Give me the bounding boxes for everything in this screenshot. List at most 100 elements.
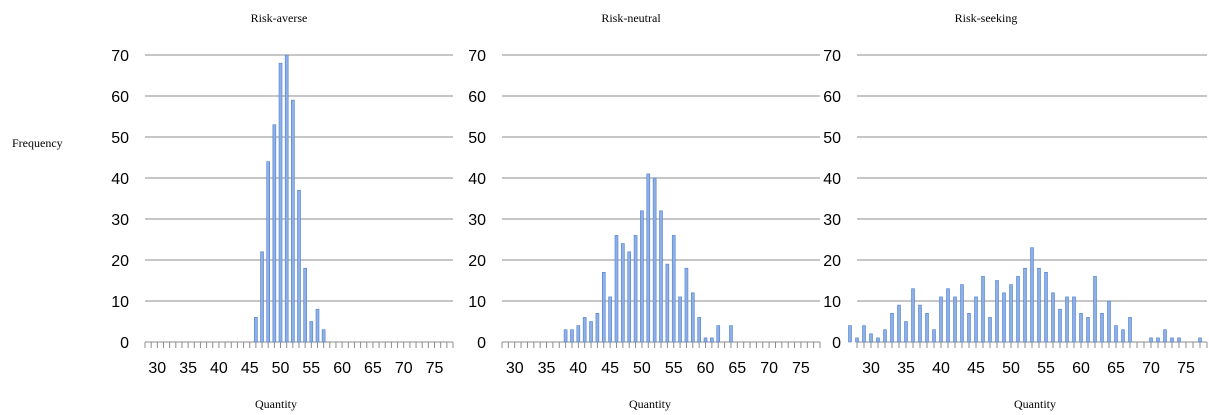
histogram-bar	[904, 321, 908, 343]
histogram-bar	[716, 325, 721, 343]
x-tick-label: 55	[1037, 360, 1055, 377]
y-tick-label: 50	[823, 130, 841, 147]
histogram-bar	[960, 284, 964, 343]
histogram-bar	[671, 235, 676, 343]
x-tick-label: 55	[665, 360, 683, 377]
x-tick-label: 70	[395, 360, 413, 377]
panel-title: Risk-neutral	[601, 11, 661, 25]
x-tick-label: 40	[210, 360, 228, 377]
x-tick-label: 60	[1072, 360, 1090, 377]
y-tick-label: 60	[823, 89, 841, 106]
y-tick-label: 70	[468, 48, 486, 65]
histogram-bar	[684, 267, 689, 343]
histogram-bar	[1051, 292, 1055, 343]
histogram-bar	[967, 312, 971, 343]
histogram-bar	[614, 235, 619, 343]
histogram-bar	[297, 190, 301, 343]
histogram-bar	[601, 271, 606, 343]
y-tick-label: 50	[468, 130, 486, 147]
histogram-bar	[1177, 337, 1181, 343]
histogram-bar	[1114, 325, 1118, 343]
y-tick-label: 60	[468, 89, 486, 106]
histogram-bar	[876, 337, 880, 343]
histogram-bar	[1044, 271, 1048, 343]
histogram-bar	[869, 333, 873, 343]
x-tick-label: 50	[1002, 360, 1020, 377]
x-tick-label: 65	[1107, 360, 1125, 377]
y-tick-label: 50	[111, 130, 129, 147]
y-tick-label: 20	[823, 253, 841, 270]
y-tick-label: 10	[823, 294, 841, 311]
histogram-bar	[729, 325, 733, 343]
x-tick-label: 30	[506, 360, 524, 377]
histogram-bar	[1065, 296, 1069, 343]
y-tick-label: 40	[823, 171, 841, 188]
x-tick-label: 45	[967, 360, 985, 377]
y-tick-label: 0	[832, 335, 841, 352]
x-tick-label: 60	[697, 360, 715, 377]
histogram-bar	[925, 312, 929, 343]
panel-title: Risk-seeking	[955, 11, 1018, 25]
histogram-bar	[659, 210, 663, 343]
histogram-bar	[278, 62, 283, 343]
x-axis-label: Quantity	[1014, 397, 1056, 411]
histogram-bar	[1002, 292, 1006, 343]
y-tick-label: 0	[477, 335, 486, 352]
y-tick-label: 20	[111, 253, 129, 270]
histogram-bar	[953, 296, 957, 343]
histogram-bar	[589, 321, 593, 343]
x-axis-label: Quantity	[629, 397, 671, 411]
y-tick-label: 10	[111, 294, 129, 311]
histogram-bar	[897, 304, 901, 343]
y-tick-label: 40	[468, 171, 486, 188]
histogram-bar	[1009, 284, 1013, 343]
histogram-bar	[582, 317, 587, 343]
histogram-bar	[595, 312, 600, 343]
histogram-bar	[911, 288, 915, 343]
histogram-bar	[303, 267, 307, 343]
histogram-bar	[1170, 337, 1174, 343]
histogram-bar	[678, 296, 682, 343]
histogram-bar	[1030, 247, 1034, 343]
y-axis-label: Frequency	[12, 136, 63, 150]
x-tick-label: 75	[426, 360, 444, 377]
y-tick-label: 40	[111, 171, 129, 188]
histogram-bar	[563, 329, 568, 343]
x-tick-label: 70	[1142, 360, 1160, 377]
y-tick-label: 10	[468, 294, 486, 311]
histogram-bar	[883, 329, 887, 343]
x-tick-label: 40	[932, 360, 950, 377]
histogram-bar	[1198, 337, 1202, 343]
histogram-bar	[608, 296, 612, 343]
x-tick-label: 35	[538, 360, 556, 377]
y-tick-label: 0	[120, 335, 129, 352]
histogram-bar	[627, 251, 632, 343]
histogram-bar	[321, 329, 326, 343]
histogram-bar	[703, 337, 708, 343]
x-tick-label: 30	[862, 360, 880, 377]
histogram-bar	[974, 296, 978, 343]
histogram-bar	[1156, 337, 1160, 343]
x-tick-label: 35	[897, 360, 915, 377]
y-tick-label: 30	[823, 212, 841, 229]
panel-risk-averse: Risk-averse Quantity 0 10 20 30 40 50 60 70 30 35…	[111, 11, 454, 411]
histogram-bar	[291, 99, 295, 343]
histogram-bar	[855, 337, 859, 343]
histogram-bar	[710, 337, 714, 343]
histogram-bar	[939, 296, 943, 343]
histogram-bar	[1100, 312, 1104, 343]
histogram-bar	[1079, 312, 1083, 343]
panel-risk-neutral: Risk-neutral Quantity 0 10 20 30 40 50 60 70 30 3…	[468, 11, 821, 411]
y-tick-label: 30	[468, 212, 486, 229]
histogram-bar	[1128, 317, 1132, 343]
y-tick-label: 70	[111, 48, 129, 65]
histogram-bar	[633, 235, 638, 343]
histogram-bar	[890, 312, 894, 343]
panel-title: Risk-averse	[251, 11, 308, 25]
histogram-bar	[570, 329, 574, 343]
x-axis-label: Quantity	[255, 397, 297, 411]
x-tick-label: 50	[272, 360, 290, 377]
x-tick-label: 30	[148, 360, 166, 377]
histogram-bar	[1037, 267, 1041, 343]
